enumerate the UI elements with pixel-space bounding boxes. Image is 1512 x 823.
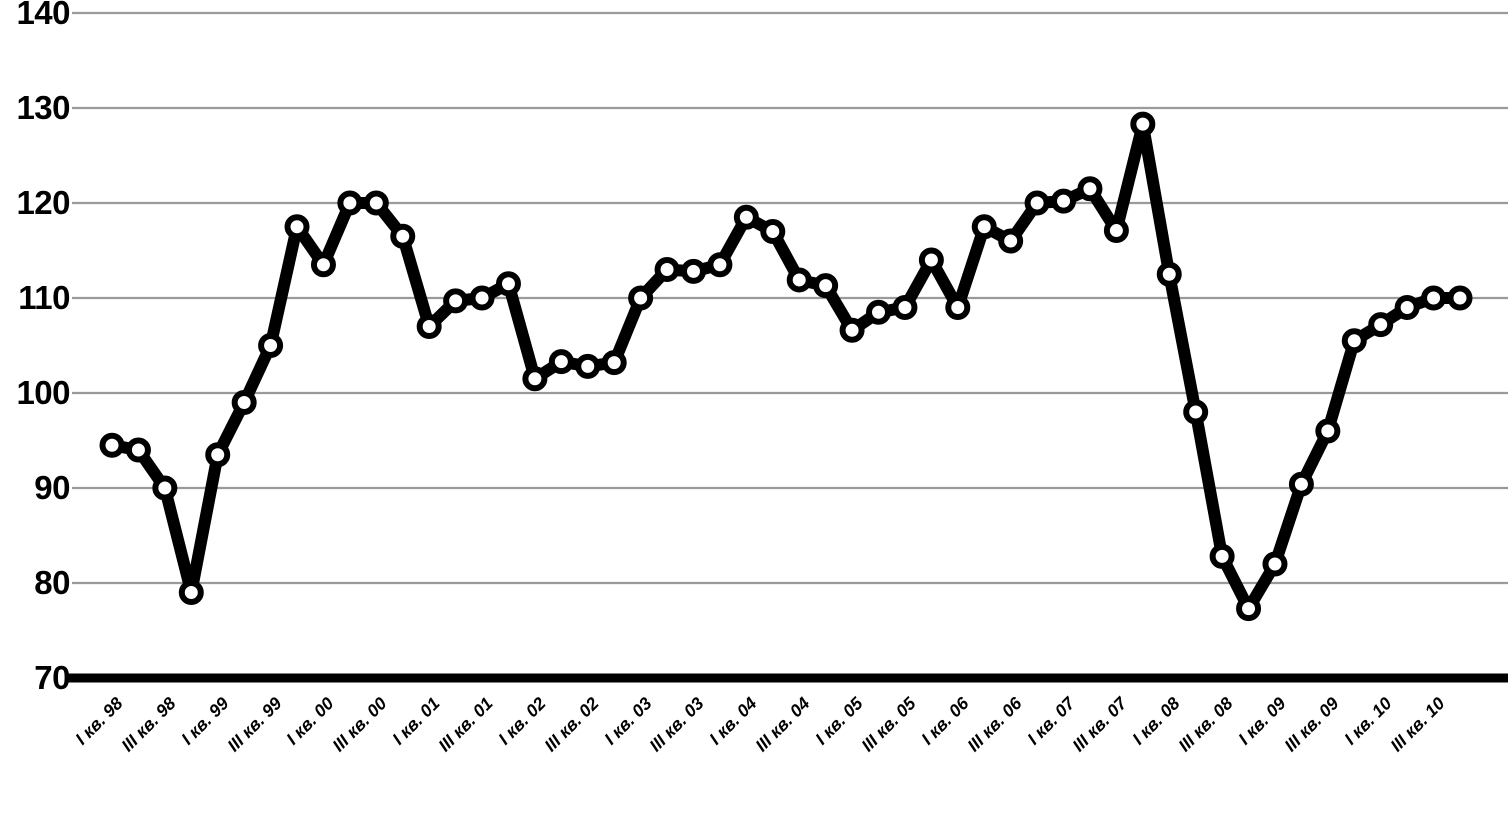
- data-point: IV кв. 08: 77.3: [1236, 596, 1262, 622]
- data-series-line: [106, 118, 1466, 615]
- y-axis-tick-label: 70: [34, 659, 70, 696]
- data-point-markers: I кв. 98: 94.5II кв. 98: 94III кв. 98: 9…: [99, 111, 1473, 622]
- data-point: II кв. 01: 109.7: [443, 288, 469, 314]
- y-axis-tick-label: 90: [34, 469, 70, 506]
- y-axis-tick-label: 120: [16, 184, 70, 221]
- data-point: II кв. 04: 117: [760, 219, 786, 244]
- data-point: III кв. 98: 90: [152, 475, 178, 501]
- gridlines: [72, 11, 1508, 585]
- y-axis-tick-label: 100: [16, 374, 70, 411]
- data-point: II кв. 00: 120: [337, 190, 363, 216]
- data-point: III кв. 03: 112.8: [680, 258, 706, 284]
- data-point: II кв. 10: 109: [1394, 295, 1420, 320]
- data-point: I кв. 02: 101.5: [522, 366, 548, 392]
- data-point: III кв. 00: 120: [363, 190, 389, 216]
- y-axis-tick-label: 110: [18, 279, 70, 316]
- data-point: I кв. 05: 106.6: [839, 317, 865, 343]
- data-point: III кв. 99: 105: [258, 333, 284, 358]
- data-point: I кв. 09: 82: [1262, 551, 1288, 577]
- data-point: I кв. 01: 107: [416, 314, 442, 339]
- data-point: III кв. 08: 82.8: [1209, 543, 1235, 569]
- data-point: III кв. 01: 110: [469, 285, 495, 311]
- data-point: IV кв. 01: 111.5: [495, 271, 521, 297]
- data-point: IV кв. 10: 110: [1447, 285, 1473, 311]
- data-point: I кв. 00: 113.5: [310, 252, 336, 278]
- data-point: IV кв. 04: 111.3: [813, 273, 839, 299]
- data-point: II кв. 99: 99: [231, 390, 257, 415]
- data-point: II кв. 08: 98: [1183, 399, 1209, 425]
- data-point: III кв. 07: 117.1: [1103, 218, 1129, 244]
- data-point: IV кв. 02: 103.2: [601, 350, 627, 376]
- data-point: II кв. 98: 94: [125, 437, 151, 463]
- data-point: IV кв. 03: 113.5: [707, 252, 733, 278]
- data-point: III кв. 05: 109: [892, 295, 918, 320]
- data-point: I кв. 98: 94.5: [99, 432, 125, 458]
- data-point: IV кв. 09: 105.5: [1341, 328, 1367, 354]
- y-axis-tick-label: 80: [34, 564, 70, 601]
- data-point: II кв. 09: 90.4: [1288, 471, 1314, 497]
- data-point: II кв. 03: 113: [654, 257, 680, 282]
- data-point: IV кв. 98: 79: [178, 580, 204, 605]
- data-point: I кв. 07: 120.2: [1051, 188, 1077, 214]
- y-axis-tick-label: 140: [16, 0, 70, 31]
- data-point: III кв. 06: 116: [998, 228, 1024, 254]
- data-point: IV кв. 00: 116.5: [390, 223, 416, 249]
- data-point: I кв. 04: 118.5: [733, 204, 759, 230]
- data-point: III кв. 02: 102.8: [575, 353, 601, 379]
- data-point: IV кв. 99: 117.5: [284, 214, 310, 240]
- y-axis-tick-label: 130: [16, 89, 70, 126]
- data-point: II кв. 02: 103.3: [548, 349, 574, 375]
- data-point: III кв. 10: 110: [1421, 285, 1447, 311]
- data-point: III кв. 04: 111.9: [786, 267, 812, 293]
- data-point: I кв. 08: 112.5: [1156, 261, 1182, 287]
- data-point: II кв. 06: 117.5: [971, 214, 997, 240]
- data-point: I кв. 03: 110: [628, 285, 654, 311]
- data-point: I кв. 06: 109: [945, 295, 971, 320]
- data-point: I кв. 99: 93.5: [205, 442, 231, 468]
- data-point: II кв. 05: 108.5: [866, 299, 892, 325]
- data-point: IV кв. 06: 120: [1024, 190, 1050, 216]
- data-point: II кв. 07: 121.5: [1077, 176, 1103, 202]
- data-point: IV кв. 07: 128.3: [1130, 111, 1156, 137]
- data-point: III кв. 09: 96: [1315, 418, 1341, 444]
- data-point: IV кв. 05: 114: [918, 247, 944, 273]
- data-point: I кв. 10: 107.2: [1368, 312, 1394, 338]
